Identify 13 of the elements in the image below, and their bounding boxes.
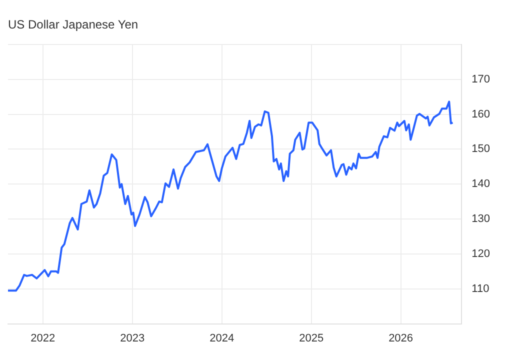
- y-tick-label: 120: [472, 248, 490, 260]
- y-tick-label: 110: [472, 282, 490, 295]
- x-tick-label: 2025: [299, 332, 324, 344]
- y-tick-label: 170: [472, 73, 490, 86]
- chart-title: US Dollar Japanese Yen: [8, 18, 138, 32]
- y-tick-label: 130: [472, 213, 490, 226]
- x-tick-label: 2024: [210, 332, 234, 344]
- x-tick-label: 2023: [120, 332, 145, 344]
- y-tick-label: 140: [472, 178, 490, 190]
- y-tick-label: 150: [472, 143, 490, 156]
- y-tick-label: 160: [472, 108, 490, 120]
- x-tick-label: 2022: [30, 332, 56, 344]
- x-tick-label: 2026: [388, 332, 414, 344]
